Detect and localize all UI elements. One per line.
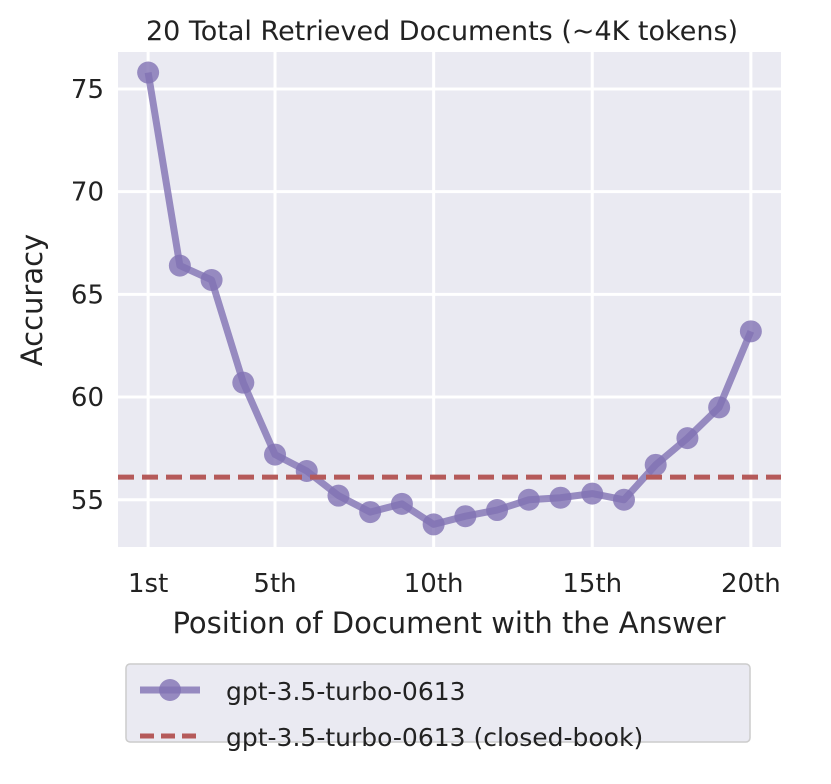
data-point	[137, 61, 160, 84]
data-point	[517, 488, 540, 511]
data-point	[549, 486, 572, 509]
data-point	[359, 501, 382, 524]
data-point	[486, 499, 509, 522]
data-point	[264, 443, 287, 466]
legend-box	[125, 663, 751, 743]
x-tick-label: 10th	[404, 569, 464, 599]
x-tick-label: 5th	[253, 569, 296, 599]
data-point	[739, 320, 762, 343]
series-layer	[118, 61, 781, 536]
plot-area	[118, 52, 781, 547]
data-point	[612, 488, 635, 511]
data-point	[676, 427, 699, 450]
y-tick-label: 70	[71, 178, 104, 208]
data-point	[708, 396, 731, 419]
data-point	[454, 505, 477, 528]
legend-label-closed-book: gpt-3.5-turbo-0613 (closed-book)	[226, 723, 643, 752]
legend-label-series: gpt-3.5-turbo-0613	[226, 677, 466, 706]
data-point	[168, 254, 191, 277]
y-tick-label: 55	[71, 486, 104, 516]
data-point	[422, 513, 445, 536]
y-axis-label: Accuracy	[15, 234, 49, 366]
legend-marker-swatch	[159, 679, 181, 701]
chart-title: 20 Total Retrieved Documents (~4K tokens…	[146, 16, 738, 47]
y-tick-labels: 55 60 65 70 75	[71, 75, 104, 516]
x-tick-label: 1st	[128, 569, 168, 599]
data-point	[644, 453, 667, 476]
data-point	[327, 484, 350, 507]
y-tick-label: 75	[71, 75, 104, 105]
legend: gpt-3.5-turbo-0613 gpt-3.5-turbo-0613 (c…	[125, 663, 751, 752]
data-point	[581, 482, 604, 505]
y-tick-label: 65	[71, 280, 104, 310]
data-point	[232, 371, 255, 394]
x-axis-label: Position of Document with the Answer	[172, 606, 725, 640]
data-point	[200, 268, 223, 291]
y-tick-label: 60	[71, 383, 104, 413]
x-tick-labels: 1st 5th 10th 15th 20th	[128, 569, 781, 599]
x-tick-label: 15th	[562, 569, 622, 599]
x-tick-label: 20th	[721, 569, 781, 599]
data-point	[390, 492, 413, 515]
